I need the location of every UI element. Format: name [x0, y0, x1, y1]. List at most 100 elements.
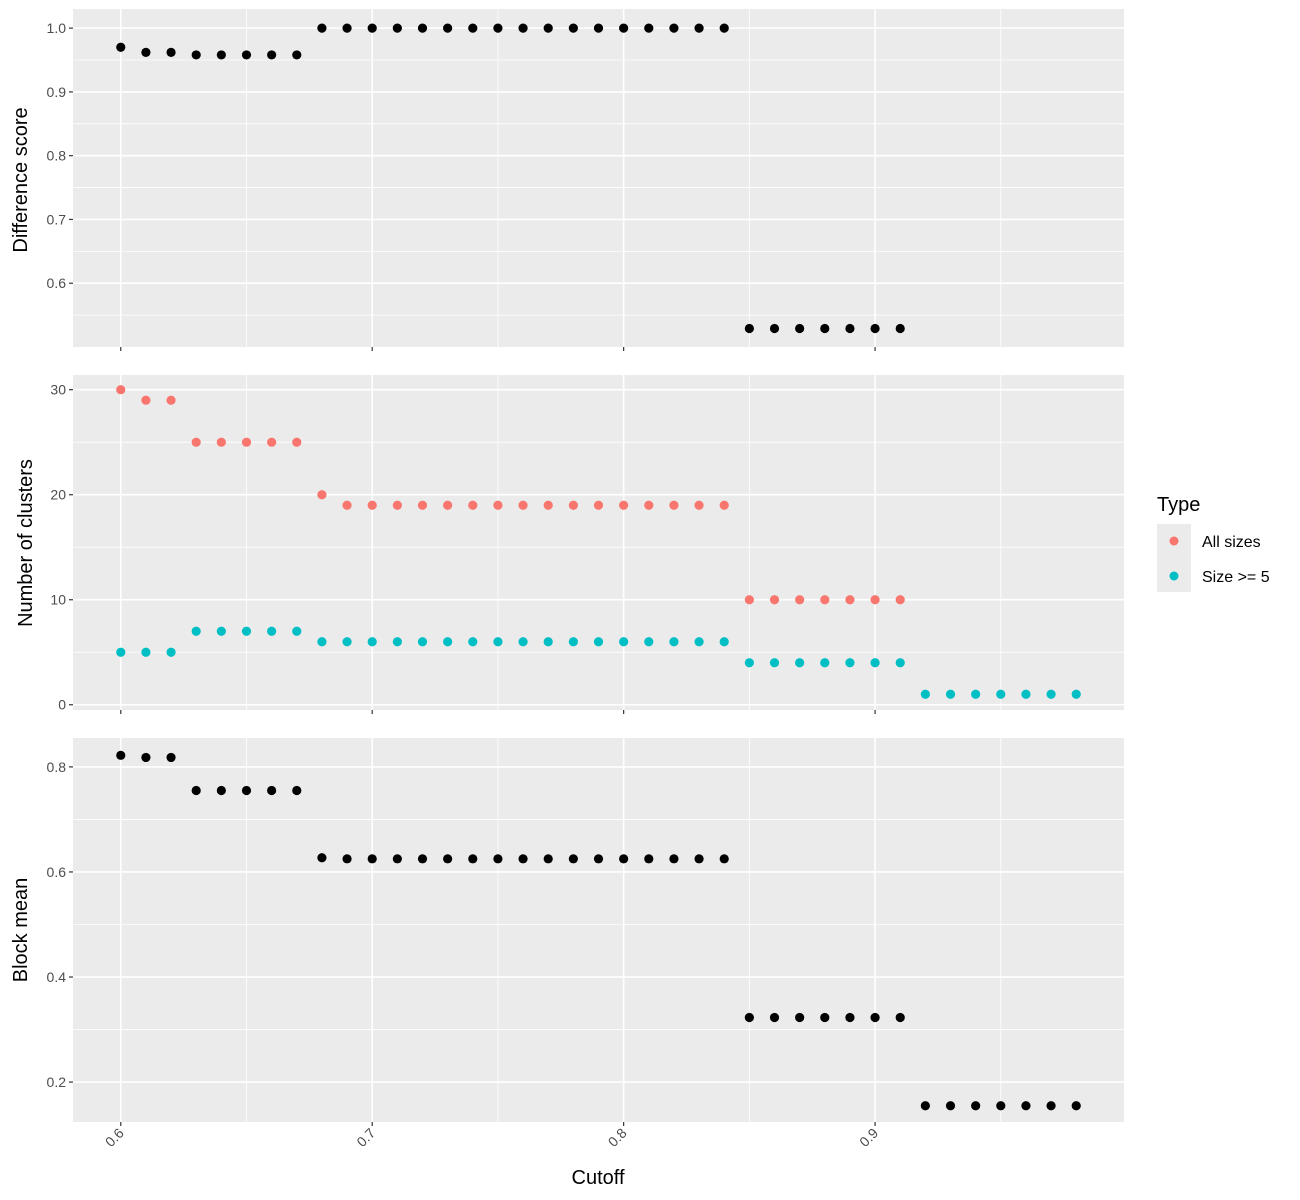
data-point: [1046, 689, 1056, 699]
data-point: [769, 595, 780, 605]
data-point: [317, 23, 327, 33]
data-point: [116, 42, 126, 52]
data-point: [342, 500, 352, 510]
data-point: [292, 785, 302, 796]
series-size-5: [116, 626, 1081, 699]
data-point: [443, 854, 453, 864]
data-point: [367, 500, 377, 510]
data-point: [644, 500, 654, 510]
data-point: [744, 595, 754, 605]
data-point: [191, 626, 201, 636]
panel-background: [73, 375, 1124, 710]
data-point: [392, 23, 402, 33]
data-point: [996, 689, 1006, 699]
data-point: [317, 853, 327, 863]
data-point: [443, 637, 453, 647]
y-axis-title-difference-score: Difference score: [10, 107, 32, 252]
data-point: [971, 1101, 981, 1111]
panel-background: [73, 738, 1124, 1122]
y-tick-label: 0.6: [47, 864, 67, 880]
data-point: [518, 23, 528, 33]
data-point: [795, 323, 805, 334]
data-point: [619, 23, 629, 33]
y-tick-label: 0.6: [47, 275, 67, 291]
data-point: [342, 854, 352, 864]
data-point: [769, 658, 780, 668]
data-point: [166, 395, 176, 405]
data-point: [669, 23, 679, 33]
data-point: [996, 1101, 1006, 1111]
data-point: [744, 323, 754, 334]
data-point: [1021, 1101, 1031, 1111]
y-tick-label: 0.9: [47, 84, 67, 100]
data-point: [267, 437, 277, 447]
data-point: [367, 23, 377, 33]
data-point: [518, 500, 528, 510]
data-point: [694, 23, 704, 33]
data-point: [669, 500, 679, 510]
x-axis-title: Cutoff: [572, 1167, 625, 1189]
data-point: [568, 500, 578, 510]
data-point: [895, 595, 905, 605]
series-all-sizes: [116, 385, 905, 605]
data-point: [845, 595, 855, 605]
data-point: [694, 637, 704, 647]
data-point: [694, 500, 704, 510]
data-point: [468, 500, 478, 510]
y-axis-title-number-of-clusters: Number of clusters: [15, 459, 37, 627]
data-point: [593, 637, 604, 647]
data-point: [945, 1101, 956, 1111]
data-point: [820, 323, 830, 334]
data-point: [216, 626, 226, 636]
data-point: [493, 637, 503, 647]
y-tick-label: 0.2: [47, 1074, 67, 1090]
data-point: [367, 854, 377, 864]
data-point: [568, 23, 578, 33]
y-tick-label: 20: [50, 487, 66, 503]
panel-difference-score: 0.6 0.7 0.8 0.9 1.0: [47, 9, 1124, 351]
data-point: [1046, 1101, 1056, 1111]
data-point: [216, 785, 226, 796]
y-tick-label: 0.8: [47, 148, 67, 164]
data-point: [719, 23, 729, 33]
y-tick-label: 0: [58, 697, 66, 713]
data-point: [870, 1012, 880, 1023]
y-axis-title-block-mean: Block mean: [10, 878, 32, 983]
data-point: [895, 658, 905, 668]
data-point: [920, 1101, 930, 1111]
chart-panels: 0.6 0.7 0.8 0.9 1.0 0 10 20 30 0.2 0.4 0.6 0.8: [47, 9, 1124, 1126]
series-block-mean: [116, 750, 1081, 1111]
legend-title: Type: [1157, 494, 1200, 516]
data-point: [367, 637, 377, 647]
data-point: [116, 647, 126, 657]
data-point: [241, 437, 252, 447]
data-point: [744, 1012, 754, 1023]
data-point: [292, 50, 302, 60]
data-point: [443, 500, 453, 510]
data-point: [317, 637, 327, 647]
data-point: [141, 47, 151, 57]
data-point: [241, 785, 252, 796]
data-point: [166, 647, 176, 657]
data-point: [468, 637, 478, 647]
y-tick-label: 10: [50, 592, 66, 608]
data-point: [543, 23, 553, 33]
data-point: [945, 689, 956, 699]
data-point: [141, 752, 151, 763]
data-point: [292, 626, 302, 636]
data-point: [971, 689, 981, 699]
data-point: [392, 637, 402, 647]
data-point: [769, 323, 780, 334]
data-point: [141, 647, 151, 657]
data-point: [216, 50, 226, 60]
series-difference-score: [116, 23, 905, 334]
data-point: [518, 637, 528, 647]
data-point: [593, 854, 604, 864]
data-point: [719, 637, 729, 647]
data-point: [820, 1012, 830, 1023]
data-point: [267, 785, 277, 796]
data-point: [669, 854, 679, 864]
data-point: [644, 637, 654, 647]
data-point: [619, 854, 629, 864]
